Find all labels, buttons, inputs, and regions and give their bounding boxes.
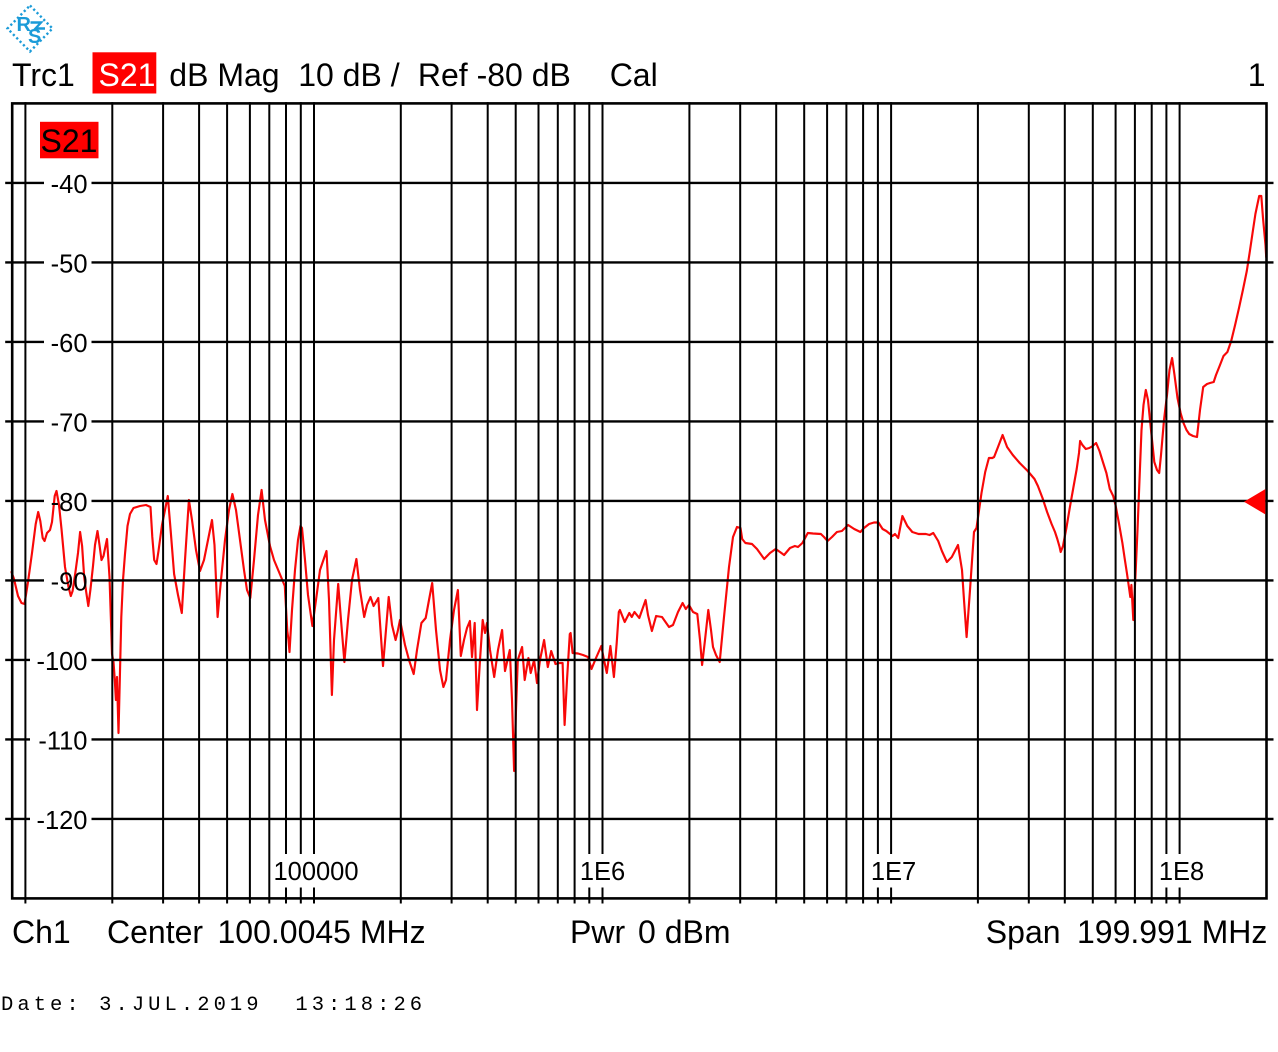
svg-text:Center: Center (107, 914, 203, 950)
svg-text:dB Mag: dB Mag (169, 57, 279, 93)
svg-text:R: R (17, 14, 32, 36)
svg-text:1E8: 1E8 (1159, 858, 1204, 886)
svg-text:0 dBm: 0 dBm (638, 914, 730, 950)
svg-text:Ref -80 dB: Ref -80 dB (418, 57, 571, 93)
svg-text:1: 1 (1248, 57, 1266, 93)
svg-text:-110: -110 (38, 727, 87, 755)
svg-text:S21: S21 (41, 123, 98, 159)
svg-text:-40: -40 (51, 171, 88, 199)
svg-text:-60: -60 (51, 330, 88, 358)
svg-text:199.991 MHz: 199.991 MHz (1077, 914, 1267, 950)
svg-text:100000: 100000 (273, 858, 358, 886)
svg-text:Pwr: Pwr (570, 914, 625, 950)
svg-text:-100: -100 (36, 648, 87, 676)
svg-text:-120: -120 (36, 807, 87, 835)
svg-text:Date: 3.JUL.2019 13:18:26: Date: 3.JUL.2019 13:18:26 (1, 994, 426, 1017)
svg-text:Trc1: Trc1 (12, 57, 75, 93)
svg-text:1E6: 1E6 (580, 858, 625, 886)
svg-text:1E7: 1E7 (871, 858, 916, 886)
svg-text:100.0045 MHz: 100.0045 MHz (218, 914, 426, 950)
svg-text:10 dB /: 10 dB / (298, 57, 400, 93)
svg-text:-70: -70 (51, 409, 88, 437)
svg-text:-50: -50 (51, 250, 88, 278)
svg-text:Cal: Cal (610, 57, 658, 93)
svg-text:S: S (28, 26, 41, 48)
svg-text:S21: S21 (99, 57, 156, 93)
svg-text:-80: -80 (51, 489, 88, 517)
svg-text:Ch1: Ch1 (12, 914, 71, 950)
svg-text:Span: Span (986, 914, 1061, 950)
svg-text:-90: -90 (51, 568, 88, 596)
